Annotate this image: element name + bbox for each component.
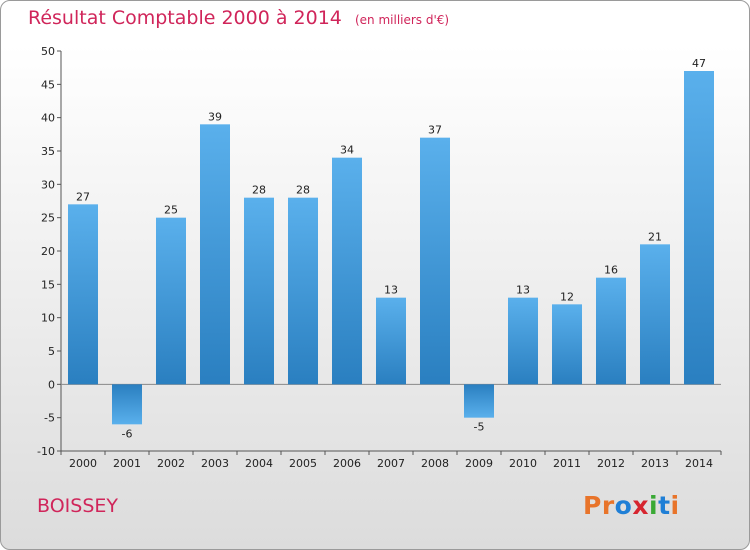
data-label-2009: -5: [474, 421, 485, 434]
y-tick-label: 35: [41, 145, 55, 158]
y-tick-label: 5: [48, 345, 55, 358]
y-tick-label: 25: [41, 212, 55, 225]
x-tick-label: 2007: [377, 457, 405, 470]
x-tick-label: 2003: [201, 457, 229, 470]
chart-title-row: Résultat Comptable 2000 à 2014 (en milli…: [28, 7, 449, 29]
data-label-2010: 13: [516, 284, 530, 297]
logo-letter: t: [658, 491, 671, 520]
logo-letter: i: [670, 491, 680, 520]
data-label-2001: -6: [122, 427, 133, 440]
bar-2001: [112, 384, 142, 425]
y-tick-label: 10: [41, 312, 55, 325]
y-tick-label: 50: [41, 45, 55, 58]
y-tick-label: 15: [41, 278, 55, 291]
y-tick-label: 0: [48, 378, 55, 391]
bar-2009: [464, 384, 494, 418]
y-tick-label: 20: [41, 245, 55, 258]
x-tick-label: 2013: [641, 457, 669, 470]
bar-2010: [508, 297, 538, 385]
bar-2006: [332, 157, 362, 385]
x-tick-label: 2005: [289, 457, 317, 470]
data-label-2008: 37: [428, 124, 442, 137]
bar-2008: [420, 137, 450, 385]
data-label-2011: 12: [560, 290, 574, 303]
data-label-2013: 21: [648, 230, 662, 243]
x-tick-label: 2014: [685, 457, 713, 470]
data-label-2007: 13: [384, 284, 398, 297]
data-label-2012: 16: [604, 264, 618, 277]
x-tick-label: 2008: [421, 457, 449, 470]
bar-2012: [596, 277, 626, 385]
y-tick-label: -5: [44, 412, 55, 425]
bar-2002: [156, 217, 186, 385]
x-tick-label: 2002: [157, 457, 185, 470]
bar-2011: [552, 304, 582, 385]
data-label-2004: 28: [252, 184, 266, 197]
bar-2013: [640, 244, 670, 385]
bar-2007: [376, 297, 406, 385]
logo-letter: P: [583, 491, 602, 520]
logo-letter: i: [649, 491, 659, 520]
logo-letter: o: [614, 491, 633, 520]
y-tick-label: 30: [41, 178, 55, 191]
bar-2004: [244, 197, 274, 385]
x-tick-label: 2000: [69, 457, 97, 470]
bar-2014: [684, 71, 714, 385]
data-label-2003: 39: [208, 110, 222, 123]
x-tick-label: 2010: [509, 457, 537, 470]
x-tick-label: 2006: [333, 457, 361, 470]
proxiti-logo: Proxiti: [583, 491, 680, 520]
x-tick-label: 2004: [245, 457, 273, 470]
data-label-2005: 28: [296, 184, 310, 197]
y-tick-label: -10: [37, 445, 55, 458]
bar-2000: [68, 204, 98, 385]
y-tick-label: 45: [41, 78, 55, 91]
bar-2003: [200, 124, 230, 385]
logo-letter: x: [632, 491, 649, 520]
chart-subtitle: (en milliers d'€): [354, 13, 450, 27]
x-tick-label: 2011: [553, 457, 581, 470]
bar-2005: [288, 197, 318, 385]
x-tick-label: 2001: [113, 457, 141, 470]
data-label-2006: 34: [340, 144, 354, 157]
x-tick-label: 2009: [465, 457, 493, 470]
chart-title: Résultat Comptable 2000 à 2014: [28, 7, 342, 29]
y-tick-label: 40: [41, 112, 55, 125]
logo-letter: r: [601, 491, 615, 520]
x-tick-label: 2012: [597, 457, 625, 470]
town-name: BOISSEY: [37, 495, 118, 517]
data-label-2002: 25: [164, 204, 178, 217]
data-label-2000: 27: [76, 190, 90, 203]
data-label-2014: 47: [692, 57, 706, 70]
